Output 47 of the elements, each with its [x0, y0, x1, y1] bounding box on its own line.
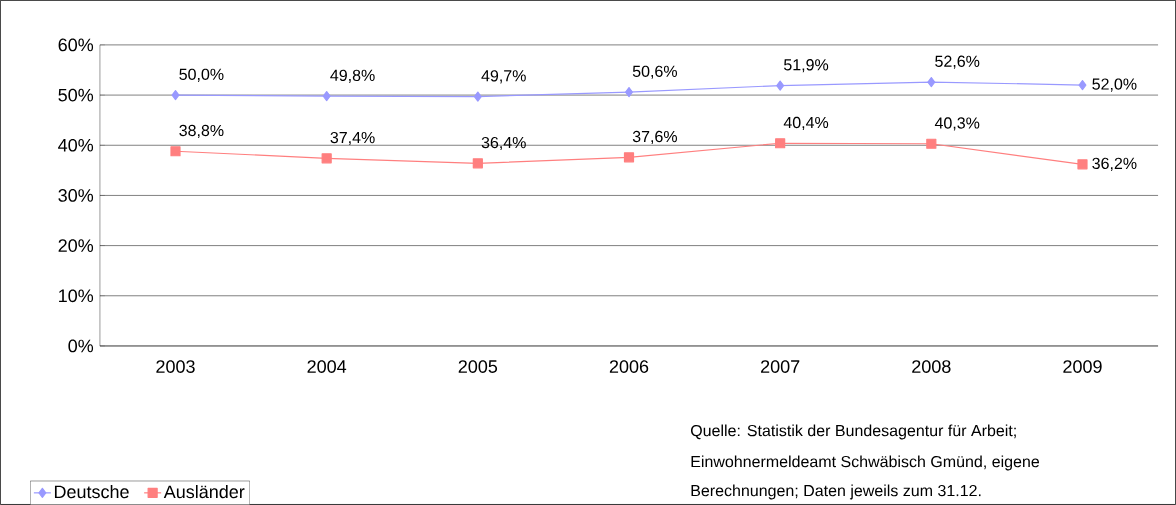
x-tick-label: 2008 [912, 360, 951, 373]
data-label: 49,8% [330, 69, 375, 83]
data-label: 36,2% [1092, 157, 1137, 171]
text: Einwohnermeldeamt Schwäbisch Gmünd, eigene [691, 455, 1040, 471]
data-label: 36,4% [481, 136, 526, 151]
source-note: Quelle: Statistik der Bundesagentur für Arbeit; [690, 424, 1016, 440]
point [322, 91, 331, 102]
point [473, 91, 482, 102]
y-tick-label: 30% [58, 189, 94, 202]
data-label: 37,6% [632, 130, 677, 145]
x-tick-label: 2009 [1063, 360, 1102, 373]
point [321, 153, 332, 164]
x-tick-label: 2005 [458, 360, 498, 373]
x-tick-label: 2007 [761, 360, 800, 373]
data-label: 52,6% [935, 55, 980, 69]
y-tick-label: 50% [58, 88, 94, 102]
y-tick-label: 40% [58, 138, 94, 152]
y-tick-label: 10% [59, 289, 94, 303]
point [170, 146, 181, 157]
data-label: 49,7% [481, 70, 526, 84]
point [472, 158, 483, 169]
point [775, 138, 786, 149]
point [926, 138, 937, 149]
point [1078, 79, 1087, 91]
data-label: 40,4% [783, 116, 829, 131]
legend-label: Ausländer [163, 485, 245, 499]
x-tick-label: 2003 [156, 360, 195, 373]
point [1077, 159, 1088, 170]
data-label: 51,9% [784, 59, 829, 73]
point [927, 76, 936, 88]
data-label: 50,0% [179, 68, 224, 82]
y-tick-label: 0% [68, 339, 94, 353]
y-tick-label: 20% [58, 239, 94, 253]
data-label: 40,3% [934, 117, 980, 131]
legend-label: Deutsche [54, 485, 129, 499]
point [776, 80, 785, 91]
data-label: 37,4% [330, 131, 375, 146]
x-tick-label: 2006 [609, 360, 649, 373]
point [625, 87, 633, 98]
data-label: 52,0% [1092, 78, 1137, 92]
point [623, 152, 635, 163]
point [171, 90, 180, 101]
y-tick-label: 60% [58, 38, 94, 52]
data-label: 50,6% [632, 65, 677, 79]
data-label: 38,8% [179, 124, 224, 139]
text: Berechnungen; Daten jeweils zum 31.12. [691, 484, 981, 500]
x-tick-label: 2004 [307, 360, 347, 373]
